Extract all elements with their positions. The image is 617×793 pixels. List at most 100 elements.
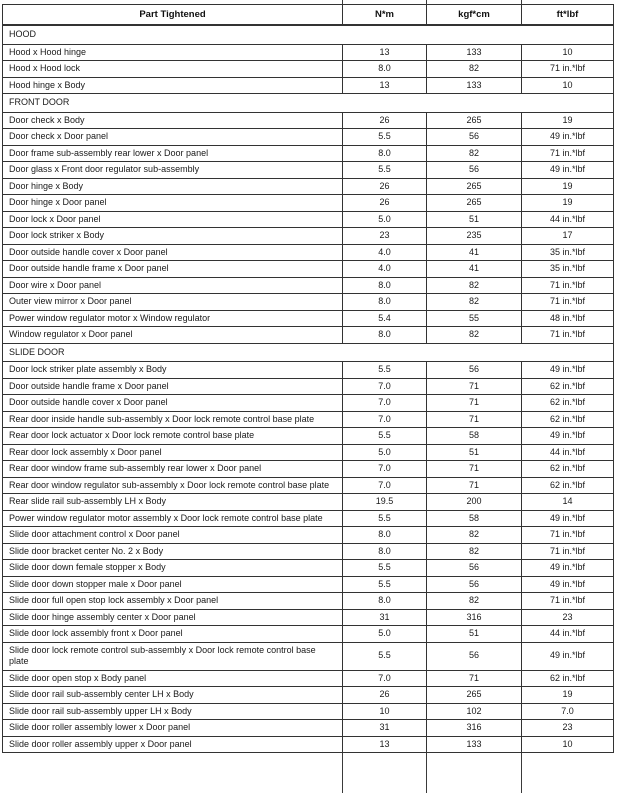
table-header: Part Tightened N*m kgf*cm ft*lbf xyxy=(2,4,614,26)
cell-nm: 4.0 xyxy=(342,243,427,261)
cell-nm: 5.0 xyxy=(342,443,427,461)
cell-kgfcm: 58 xyxy=(426,427,522,445)
table-body: HOOD Hood x Hood hinge 13 133 10 Hood x Hood … xyxy=(2,24,614,753)
section-row: FRONT DOOR xyxy=(2,93,614,113)
cell-ftlbf: 49 in.*lbf xyxy=(521,509,614,527)
cell-ftlbf: 10 xyxy=(521,76,614,94)
cell-nm: 5.5 xyxy=(342,641,427,671)
cell-part: Rear door lock actuator x Door lock remo… xyxy=(2,427,343,445)
cell-part: Door outside handle frame x Door panel xyxy=(2,377,343,395)
cell-kgfcm: 200 xyxy=(426,493,522,511)
table-row: Slide door down stopper male x Door pane… xyxy=(2,575,614,593)
cell-kgfcm: 41 xyxy=(426,243,522,261)
cell-part: Window regulator x Door panel xyxy=(2,326,343,344)
cell-kgfcm: 265 xyxy=(426,194,522,212)
cell-nm: 8.0 xyxy=(342,326,427,344)
cell-part: Door hinge x Body xyxy=(2,177,343,195)
table-row: Slide door rail sub-assembly center LH x… xyxy=(2,686,614,704)
cell-ftlbf: 44 in.*lbf xyxy=(521,443,614,461)
cell-nm: 31 xyxy=(342,719,427,737)
cell-ftlbf: 49 in.*lbf xyxy=(521,128,614,146)
section-label: FRONT DOOR xyxy=(2,93,614,113)
cell-ftlbf: 62 in.*lbf xyxy=(521,669,614,687)
cell-nm: 23 xyxy=(342,227,427,245)
cell-part: Power window regulator motor assembly x … xyxy=(2,509,343,527)
cell-kgfcm: 56 xyxy=(426,641,522,671)
cell-part: Door wire x Door panel xyxy=(2,276,343,294)
cell-part: Door outside handle cover x Door panel xyxy=(2,243,343,261)
cell-nm: 26 xyxy=(342,111,427,129)
cell-kgfcm: 71 xyxy=(426,476,522,494)
cell-part: Door outside handle cover x Door panel xyxy=(2,394,343,412)
cell-kgfcm: 56 xyxy=(426,559,522,577)
cell-nm: 7.0 xyxy=(342,410,427,428)
table-row: Hood x Hood hinge 13 133 10 xyxy=(2,43,614,61)
cell-part: Slide door attachment control x Door pan… xyxy=(2,526,343,544)
cell-part: Outer view mirror x Door panel xyxy=(2,293,343,311)
cell-kgfcm: 133 xyxy=(426,735,522,753)
cell-part: Door outside handle frame x Door panel xyxy=(2,260,343,278)
cell-ftlbf: 19 xyxy=(521,686,614,704)
cell-part: Slide door bracket center No. 2 x Body xyxy=(2,542,343,560)
cell-ftlbf: 35 in.*lbf xyxy=(521,260,614,278)
cell-ftlbf: 10 xyxy=(521,43,614,61)
cell-part: Rear door inside handle sub-assembly x D… xyxy=(2,410,343,428)
cell-nm: 5.0 xyxy=(342,210,427,228)
cell-ftlbf: 71 in.*lbf xyxy=(521,592,614,610)
cell-nm: 5.5 xyxy=(342,361,427,379)
table-row: Door outside handle cover x Door panel 4.… xyxy=(2,243,614,261)
cell-kgfcm: 265 xyxy=(426,177,522,195)
cell-kgfcm: 265 xyxy=(426,686,522,704)
cell-part: Slide door open stop x Body panel xyxy=(2,669,343,687)
cell-part: Door lock striker x Body xyxy=(2,227,343,245)
cell-nm: 26 xyxy=(342,686,427,704)
table-row: Door lock striker plate assembly x Body 5… xyxy=(2,361,614,379)
table-row: Rear door window frame sub-assembly rear… xyxy=(2,460,614,478)
cell-kgfcm: 56 xyxy=(426,361,522,379)
cell-nm: 8.0 xyxy=(342,60,427,78)
cell-kgfcm: 71 xyxy=(426,460,522,478)
cell-nm: 5.5 xyxy=(342,128,427,146)
column-divider-stub xyxy=(521,753,522,793)
cell-part: Slide door down female stopper x Body xyxy=(2,559,343,577)
cell-nm: 26 xyxy=(342,194,427,212)
cell-kgfcm: 56 xyxy=(426,128,522,146)
table-row: Rear door inside handle sub-assembly x D… xyxy=(2,410,614,428)
cell-kgfcm: 71 xyxy=(426,669,522,687)
cell-kgfcm: 133 xyxy=(426,76,522,94)
cell-ftlbf: 7.0 xyxy=(521,702,614,720)
cell-kgfcm: 82 xyxy=(426,144,522,162)
cell-part: Slide door lock assembly front x Door pa… xyxy=(2,625,343,643)
table-row: Slide door hinge assembly center x Door … xyxy=(2,608,614,626)
cell-ftlbf: 48 in.*lbf xyxy=(521,309,614,327)
cell-ftlbf: 62 in.*lbf xyxy=(521,476,614,494)
cell-nm: 5.5 xyxy=(342,559,427,577)
cell-kgfcm: 265 xyxy=(426,111,522,129)
cell-nm: 26 xyxy=(342,177,427,195)
cell-part: Hood hinge x Body xyxy=(2,76,343,94)
cell-part: Slide door rail sub-assembly upper LH x … xyxy=(2,702,343,720)
cell-ftlbf: 14 xyxy=(521,493,614,511)
table-row: Door glass x Front door regulator sub-as… xyxy=(2,161,614,179)
cell-kgfcm: 56 xyxy=(426,575,522,593)
cell-part: Rear door window regulator sub-assembly … xyxy=(2,476,343,494)
cell-ftlbf: 44 in.*lbf xyxy=(521,625,614,643)
section-row: HOOD xyxy=(2,24,614,45)
cell-part: Door lock x Door panel xyxy=(2,210,343,228)
cell-nm: 4.0 xyxy=(342,260,427,278)
table-continuation-bottom xyxy=(0,753,617,793)
cell-ftlbf: 19 xyxy=(521,111,614,129)
cell-ftlbf: 49 in.*lbf xyxy=(521,641,614,671)
cell-ftlbf: 62 in.*lbf xyxy=(521,460,614,478)
cell-nm: 5.5 xyxy=(342,427,427,445)
cell-nm: 13 xyxy=(342,43,427,61)
table-row: Door outside handle frame x Door panel 4.… xyxy=(2,260,614,278)
cell-part: Slide door lock remote control sub-assem… xyxy=(2,641,343,671)
cell-kgfcm: 102 xyxy=(426,702,522,720)
table-row: Slide door lock remote control sub-assem… xyxy=(2,641,614,671)
cell-nm: 13 xyxy=(342,76,427,94)
table-row: Slide door full open stop lock assembly … xyxy=(2,592,614,610)
column-divider-stub xyxy=(426,753,427,793)
cell-nm: 7.0 xyxy=(342,377,427,395)
header-row: Part Tightened N*m kgf*cm ft*lbf xyxy=(2,4,614,26)
